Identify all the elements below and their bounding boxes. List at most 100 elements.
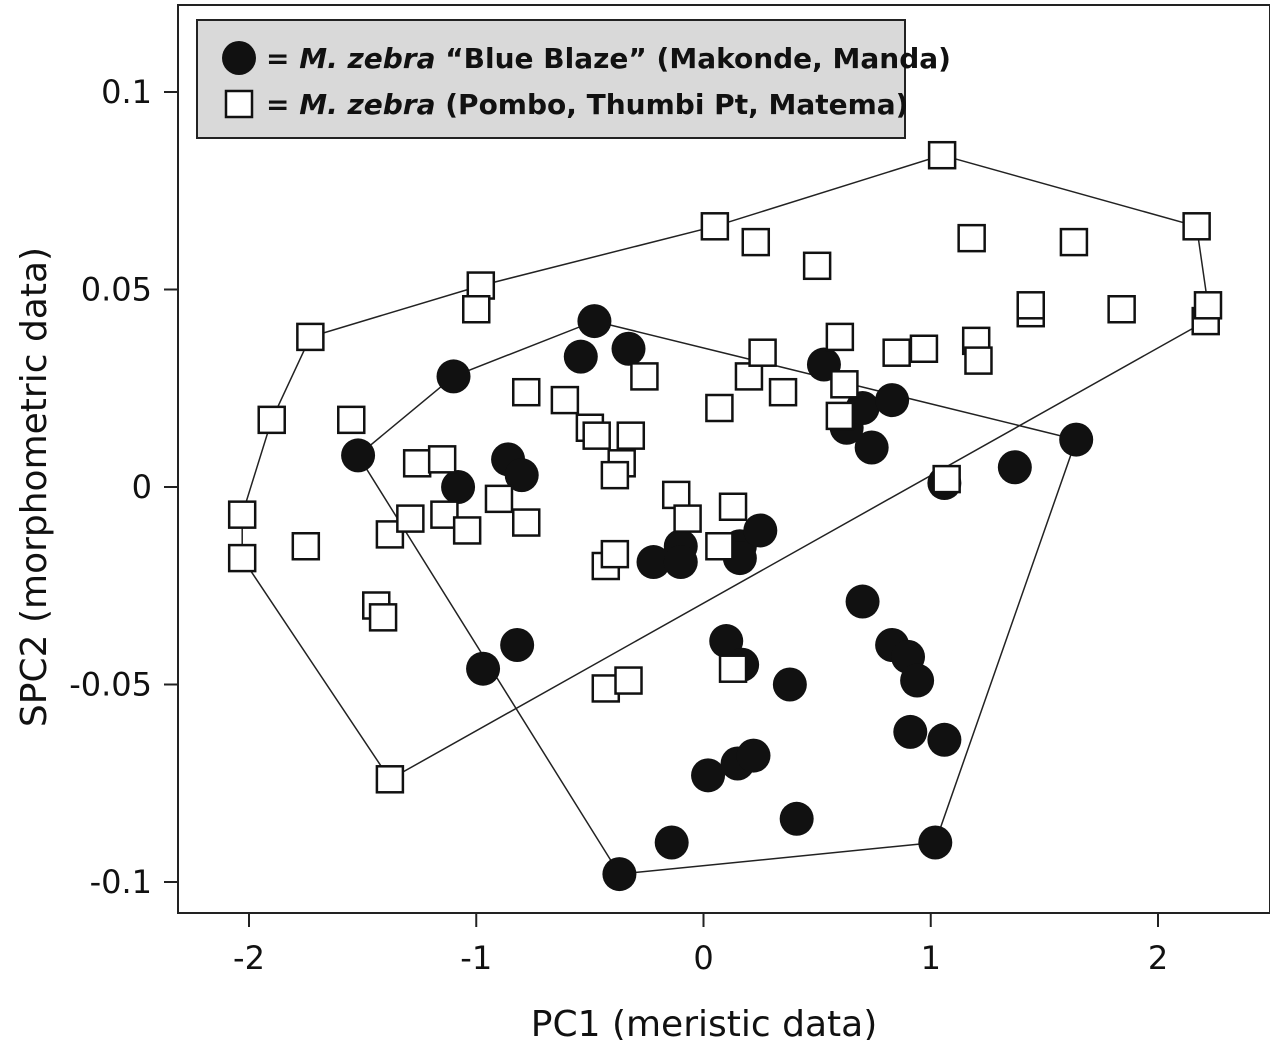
point-blue-blaze [436,359,471,394]
x-tick-label: -2 [233,939,265,977]
point-blue-blaze [997,450,1032,485]
point-pombo [964,346,993,375]
point-pombo [802,251,832,281]
legend-entry-blue-blaze: = M. zebra “Blue Blaze” (Makonde, Manda) [266,42,951,75]
point-pombo [291,532,321,561]
plot-frame [177,4,1270,914]
point-blue-blaze [845,584,880,619]
legend-rest: “Blue Blaze” (Makonde, Manda) [436,42,951,75]
point-pombo [1182,212,1211,241]
x-tick-label: -1 [460,939,492,977]
y-tick-label: -0.05 [69,666,152,704]
legend-prefix: = [266,88,299,121]
point-pombo [375,765,405,794]
point-pombo [337,405,366,435]
point-blue-blaze [691,758,726,793]
point-pombo [511,377,541,407]
point-pombo [430,500,459,529]
y-tick-label: 0.1 [101,73,152,111]
point-pombo [1016,291,1045,320]
point-pombo [718,492,748,521]
point-blue-blaze [504,458,539,493]
point-pombo [734,362,764,391]
legend-rest: (Pombo, Thumbi Pt, Matema) [436,88,909,121]
point-blue-blaze [743,513,778,548]
y-tick-label: 0 [132,468,152,506]
point-pombo [673,504,702,533]
point-pombo [600,539,630,569]
legend-square-marker [224,89,254,119]
point-pombo [700,212,730,241]
point-pombo [582,421,611,450]
legend: = M. zebra “Blue Blaze” (Makonde, Manda)… [196,19,951,139]
data-points [227,140,1223,892]
point-pombo [825,322,855,352]
legend-prefix: = [266,42,299,75]
point-blue-blaze [341,438,376,473]
point-pombo [661,480,691,510]
point-pombo [484,484,514,514]
point-pombo [296,322,325,352]
point-pombo [511,508,541,537]
point-pombo [402,449,432,478]
point-pombo [741,227,771,257]
point-pombo [396,504,425,533]
point-blue-blaze [1059,422,1094,457]
y-axis-title: SPC2 (morphometric data) [14,247,55,727]
x-tick-label: 2 [1148,939,1168,977]
point-blue-blaze [441,470,476,504]
point-pombo [550,385,580,415]
y-tick-label: 0.05 [81,271,152,309]
point-blue-blaze [927,722,962,757]
point-pombo [909,334,939,363]
point-blue-blaze [611,331,646,366]
point-pombo [462,295,491,324]
point-blue-blaze [736,738,771,773]
point-pombo [718,654,748,683]
point-blue-blaze [854,430,889,465]
point-blue-blaze [654,825,689,860]
point-blue-blaze [918,825,953,860]
point-pombo [1059,227,1089,257]
point-pombo [768,377,798,407]
point-pombo [882,338,911,367]
point-pombo [368,603,398,632]
point-blue-blaze [663,545,698,580]
point-blue-blaze [636,545,671,580]
legend-entry-pombo: = M. zebra (Pombo, Thumbi Pt, Matema) [266,88,908,121]
point-pombo [600,460,630,490]
point-pombo [227,543,257,573]
point-pombo [614,666,643,695]
point-pombo [825,401,855,431]
point-pombo [452,516,482,545]
y-tick-label: -0.1 [90,863,152,901]
point-pombo [616,421,646,450]
point-pombo [932,464,961,494]
legend-circle-marker [222,41,256,75]
legend-species: M. zebra [299,88,435,121]
axis-ticks: -2 -1 0 1 2 0.1 0.05 0 -0.05 -0.1 [69,73,1168,977]
point-blue-blaze [875,383,910,418]
legend-species: M. zebra [299,42,435,75]
point-blue-blaze [500,628,535,662]
point-blue-blaze [893,714,928,749]
point-blue-blaze [779,801,814,836]
point-pombo [705,532,734,561]
point-blue-blaze [577,304,612,339]
point-pombo [1193,291,1223,320]
point-pombo [466,271,496,300]
point-pombo [957,223,986,253]
point-pombo [427,445,457,474]
point-blue-blaze [563,339,598,374]
point-pombo [927,140,957,170]
point-pombo [257,405,286,435]
point-blue-blaze [466,651,501,686]
legend-box [196,19,906,139]
point-pombo [830,370,859,399]
x-tick-label: 1 [921,939,941,977]
point-pombo [630,362,659,391]
point-blue-blaze [772,667,807,702]
x-tick-label: 0 [693,939,713,977]
point-pombo [705,393,734,423]
